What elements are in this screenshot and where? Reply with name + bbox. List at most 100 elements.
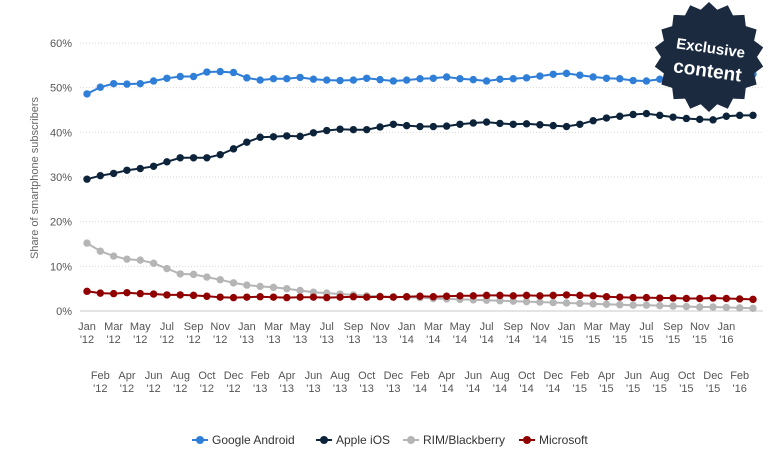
data-point[interactable] — [283, 132, 291, 140]
data-point[interactable] — [189, 154, 198, 162]
data-point[interactable] — [243, 138, 251, 146]
data-point[interactable] — [669, 294, 677, 302]
data-point[interactable] — [349, 293, 358, 301]
data-point[interactable] — [123, 288, 131, 297]
data-point[interactable] — [629, 76, 637, 85]
data-point[interactable] — [256, 76, 264, 84]
data-point[interactable] — [642, 77, 651, 85]
data-point[interactable] — [189, 291, 198, 300]
data-point[interactable] — [562, 299, 571, 307]
data-point[interactable] — [562, 122, 571, 131]
data-point[interactable] — [96, 289, 105, 297]
data-point[interactable] — [376, 75, 384, 84]
data-point[interactable] — [296, 293, 304, 301]
data-point[interactable] — [402, 121, 411, 130]
data-point[interactable] — [109, 289, 118, 298]
data-point[interactable] — [549, 291, 557, 300]
data-point[interactable] — [749, 295, 757, 304]
data-point[interactable] — [669, 113, 677, 121]
data-point[interactable] — [229, 293, 238, 302]
data-point[interactable] — [309, 293, 318, 301]
data-point[interactable] — [722, 112, 731, 120]
data-point[interactable] — [496, 291, 504, 300]
data-point[interactable] — [269, 133, 278, 141]
data-point[interactable] — [656, 111, 664, 120]
data-point[interactable] — [442, 73, 451, 81]
data-point[interactable] — [682, 114, 691, 123]
data-point[interactable] — [416, 122, 424, 131]
data-point[interactable] — [442, 122, 451, 130]
data-point[interactable] — [522, 74, 531, 82]
data-point[interactable] — [562, 69, 571, 78]
data-point[interactable] — [389, 120, 398, 128]
data-point[interactable] — [496, 297, 504, 305]
data-point[interactable] — [96, 171, 105, 180]
data-point[interactable] — [243, 281, 251, 289]
data-point[interactable] — [602, 114, 611, 122]
data-point[interactable] — [96, 247, 105, 255]
data-point[interactable] — [602, 293, 611, 301]
data-point[interactable] — [283, 293, 291, 302]
data-point[interactable] — [682, 302, 691, 311]
data-point[interactable] — [589, 117, 597, 125]
data-point[interactable] — [189, 72, 198, 81]
data-point[interactable] — [243, 74, 251, 82]
data-point[interactable] — [189, 270, 198, 279]
data-point[interactable] — [349, 125, 358, 134]
data-point[interactable] — [163, 74, 171, 82]
data-point[interactable] — [549, 121, 557, 130]
data-point[interactable] — [536, 292, 544, 300]
data-point[interactable] — [749, 304, 757, 313]
data-point[interactable] — [149, 259, 158, 267]
data-point[interactable] — [336, 76, 344, 85]
data-point[interactable] — [123, 255, 131, 263]
data-point[interactable] — [456, 292, 464, 300]
data-point[interactable] — [549, 70, 557, 78]
data-point[interactable] — [522, 297, 531, 306]
data-point[interactable] — [469, 75, 477, 84]
data-point[interactable] — [616, 75, 624, 83]
data-point[interactable] — [456, 75, 464, 83]
data-point[interactable] — [256, 133, 264, 141]
data-point[interactable] — [536, 298, 544, 306]
data-point[interactable] — [109, 169, 118, 178]
data-point[interactable] — [482, 291, 491, 300]
exclusive-content-badge[interactable]: Exclusive content — [654, 2, 764, 112]
data-point[interactable] — [256, 293, 264, 301]
data-point[interactable] — [536, 72, 544, 80]
data-point[interactable] — [522, 120, 531, 128]
data-point[interactable] — [123, 80, 131, 88]
data-point[interactable] — [589, 300, 597, 308]
data-point[interactable] — [656, 301, 664, 310]
data-point[interactable] — [402, 76, 411, 84]
data-point[interactable] — [323, 293, 331, 302]
data-point[interactable] — [83, 90, 91, 98]
data-point[interactable] — [709, 294, 717, 302]
data-point[interactable] — [735, 111, 744, 120]
data-point[interactable] — [203, 154, 211, 162]
data-point[interactable] — [283, 75, 291, 83]
data-point[interactable] — [363, 293, 371, 301]
legend-item[interactable]: Microsoft — [519, 433, 588, 447]
data-point[interactable] — [149, 290, 158, 298]
data-point[interactable] — [642, 301, 651, 309]
data-point[interactable] — [522, 291, 531, 300]
data-point[interactable] — [616, 301, 624, 309]
data-point[interactable] — [669, 302, 677, 310]
data-point[interactable] — [576, 299, 584, 308]
data-point[interactable] — [269, 293, 278, 301]
data-point[interactable] — [176, 270, 184, 278]
data-point[interactable] — [429, 122, 438, 131]
data-point[interactable] — [682, 294, 691, 303]
data-point[interactable] — [416, 292, 424, 300]
data-point[interactable] — [83, 287, 91, 296]
data-point[interactable] — [656, 294, 664, 302]
data-point[interactable] — [83, 239, 91, 247]
data-point[interactable] — [136, 164, 144, 173]
data-point[interactable] — [323, 126, 331, 135]
data-point[interactable] — [296, 73, 304, 82]
data-point[interactable] — [416, 75, 424, 83]
data-point[interactable] — [216, 150, 224, 159]
data-point[interactable] — [469, 292, 477, 300]
data-point[interactable] — [229, 279, 238, 287]
